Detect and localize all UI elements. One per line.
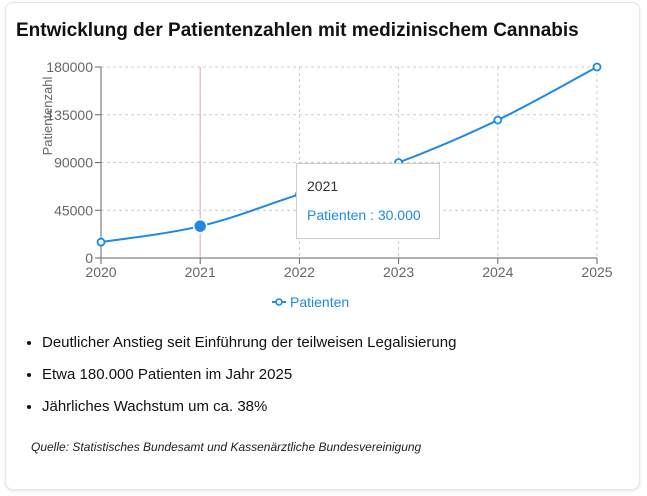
legend-dot-icon bbox=[275, 298, 283, 306]
chart-tooltip: 2021 Patienten : 30.000 bbox=[296, 163, 440, 239]
y-tick-label: 45000 bbox=[54, 202, 93, 218]
y-tick-label: 135000 bbox=[46, 107, 93, 123]
x-tick-label: 2024 bbox=[482, 264, 513, 280]
key-points-list: Deutlicher Anstieg seit Einführung der t… bbox=[22, 334, 456, 430]
x-tick-label: 2022 bbox=[284, 264, 315, 280]
y-axis-label: Patientenzahl bbox=[40, 76, 55, 155]
key-point: Etwa 180.000 Patienten im Jahr 2025 bbox=[42, 366, 456, 384]
data-point bbox=[493, 115, 503, 125]
key-point: Deutlicher Anstieg seit Einführung der t… bbox=[42, 334, 456, 352]
legend[interactable]: Patienten bbox=[272, 294, 349, 310]
tooltip-value: Patienten : 30.000 bbox=[307, 207, 421, 223]
key-point: Jährliches Wachstum um ca. 38% bbox=[42, 398, 456, 416]
y-tick-label: 0 bbox=[85, 250, 93, 266]
chart-title: Entwicklung der Patientenzahlen mit medi… bbox=[16, 20, 579, 41]
legend-label: Patienten bbox=[290, 294, 349, 310]
data-point bbox=[592, 62, 602, 72]
x-tick-label: 2020 bbox=[85, 264, 116, 280]
data-point bbox=[96, 237, 106, 247]
data-point-active bbox=[192, 218, 208, 234]
tooltip-label: 2021 bbox=[307, 178, 339, 194]
y-tick-label: 180000 bbox=[46, 59, 93, 75]
y-axis-ticks: 0 45000 90000 135000 180000 bbox=[46, 59, 101, 266]
x-tick-label: 2021 bbox=[185, 264, 216, 280]
chart-card bbox=[5, 2, 640, 490]
y-tick-label: 90000 bbox=[54, 155, 93, 171]
x-tick-label: 2025 bbox=[581, 264, 612, 280]
x-tick-label: 2023 bbox=[383, 264, 414, 280]
source-note: Quelle: Statistisches Bundesamt und Kass… bbox=[31, 440, 422, 454]
line-chart: 0 45000 90000 135000 180000 2020 2021 2022 2023… bbox=[40, 59, 613, 310]
x-axis-ticks: 2020 2021 2022 2023 2024 2025 bbox=[85, 258, 613, 280]
